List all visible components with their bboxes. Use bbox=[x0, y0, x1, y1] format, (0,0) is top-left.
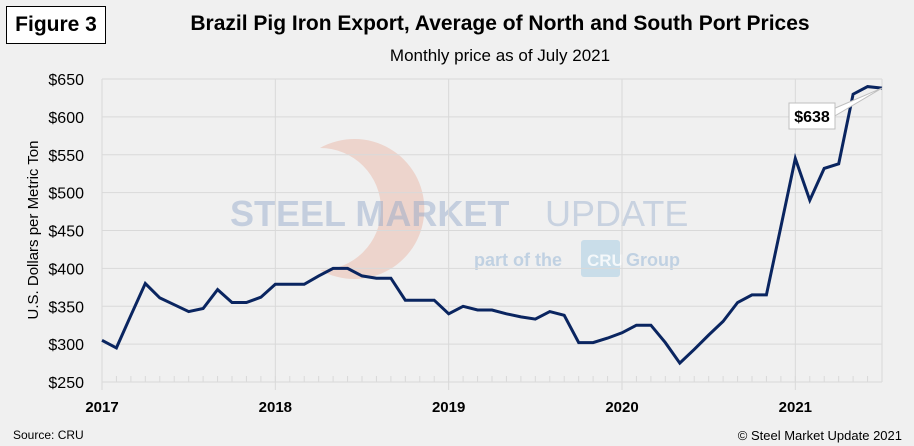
copyright-note: © Steel Market Update 2021 bbox=[737, 428, 902, 443]
y-axis-label: U.S. Dollars per Metric Ton bbox=[25, 141, 42, 320]
chart-subtitle: Monthly price as of July 2021 bbox=[389, 46, 611, 65]
x-tick-label: 2018 bbox=[259, 399, 292, 416]
chart-title: Brazil Pig Iron Export, Average of North… bbox=[190, 12, 810, 35]
watermark-crescent-icon bbox=[320, 139, 425, 279]
source-note: Source: CRU bbox=[13, 428, 84, 442]
watermark-cru-badge bbox=[581, 240, 620, 277]
y-tick-label: $400 bbox=[48, 261, 84, 278]
watermark: STEEL MARKET UPDATE part of the CRU Grou… bbox=[230, 139, 688, 279]
y-tick-label: $600 bbox=[48, 110, 84, 127]
watermark-group: Group bbox=[626, 250, 680, 270]
annotation-box bbox=[788, 102, 836, 130]
x-tick-label: 2021 bbox=[779, 399, 812, 416]
y-tick-label: $250 bbox=[48, 375, 84, 392]
figure-label: Figure 3 bbox=[6, 6, 106, 44]
data-label-annotation: $638 bbox=[788, 87, 883, 130]
x-tick-label: 2019 bbox=[432, 399, 465, 416]
y-tick-label: $650 bbox=[48, 72, 84, 89]
watermark-cru-text: CRU bbox=[587, 251, 624, 270]
x-tick-label: 2017 bbox=[85, 399, 118, 416]
series-line bbox=[101, 85, 883, 366]
y-tick-label: $500 bbox=[48, 186, 84, 203]
y-tick-label: $450 bbox=[48, 224, 84, 241]
x-tick-label: 2020 bbox=[605, 399, 638, 416]
y-tick-label: $550 bbox=[48, 148, 84, 165]
watermark-text-light: UPDATE bbox=[545, 193, 688, 234]
y-tick-label: $300 bbox=[48, 337, 84, 354]
watermark-text-bold: STEEL MARKET bbox=[230, 193, 509, 234]
y-tick-label: $350 bbox=[48, 299, 84, 316]
watermark-part-of: part of the bbox=[474, 250, 562, 270]
annotation-text: $638 bbox=[794, 109, 830, 126]
